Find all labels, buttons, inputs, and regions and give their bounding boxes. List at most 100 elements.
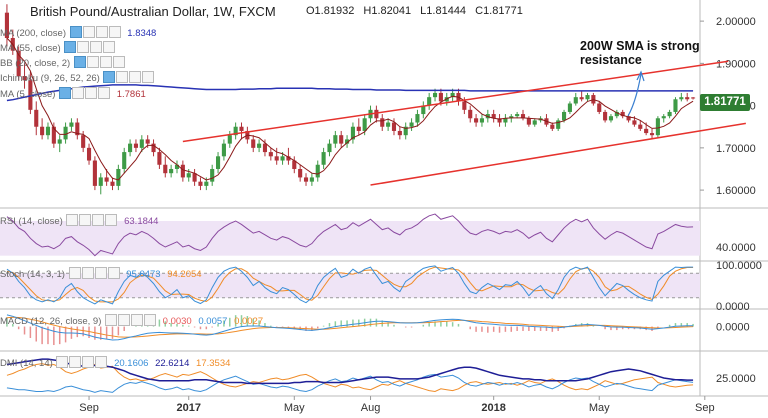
eye-icon[interactable] (68, 267, 81, 279)
candle-body (186, 173, 191, 178)
stoch-d-line (6, 266, 694, 303)
candle-body (380, 118, 385, 127)
indicator-stoch[interactable]: Stoch (14, 3, 1) 95.0473 94.2054 (0, 267, 202, 280)
eye-icon[interactable] (64, 41, 77, 53)
close-icon[interactable] (131, 314, 144, 326)
gear-icon[interactable] (72, 87, 85, 99)
candle-body (57, 139, 62, 144)
close-icon[interactable] (90, 41, 103, 53)
plus-icon[interactable] (103, 41, 116, 53)
plus-icon[interactable] (108, 26, 121, 38)
candle-body (561, 111, 567, 121)
candle-body (474, 118, 479, 123)
indicator-ma200[interactable]: MA (200, close) 1.8348 (0, 26, 156, 39)
indicator-rsi-name: RSI (14, close) (0, 216, 63, 227)
candle-body (251, 139, 256, 148)
eye-icon[interactable] (73, 56, 86, 68)
candle-body (649, 133, 655, 136)
indicator-bb[interactable]: BB (20, close, 2) (0, 56, 125, 69)
arrow-up-icon (627, 73, 642, 117)
plus-icon[interactable] (112, 56, 125, 68)
close-icon[interactable] (82, 356, 95, 368)
candle-body (210, 168, 215, 182)
ohlc-low: L1.81444 (420, 5, 467, 17)
chart-header: British Pound/Australian Dollar, 1W, FXC… (0, 0, 700, 20)
ohlc-readout: O1.81932 H1.82041 L1.81444 C1.81771 (306, 5, 529, 17)
eye-icon[interactable] (56, 356, 69, 368)
candle-body (356, 126, 361, 131)
indicator-rsi[interactable]: RSI (14, close) 63.1844 (0, 214, 158, 227)
price-tick-label: 1.70000 (716, 143, 756, 155)
indicator-ma200-name: MA (200, close) (0, 28, 66, 39)
candle-body (567, 103, 572, 112)
candle-body (75, 122, 80, 136)
indicator-stoch-d-value: 94.2054 (167, 269, 202, 280)
time-tick-label: Sep (695, 402, 715, 414)
channel-lower-line (370, 122, 746, 186)
arrowhead-icon (636, 70, 645, 82)
gear-icon[interactable] (116, 71, 129, 83)
rsi-band (0, 221, 700, 256)
close-icon[interactable] (129, 71, 142, 83)
candle-body (257, 143, 262, 148)
plus-icon[interactable] (95, 356, 108, 368)
indicator-dmi[interactable]: DMI (14, 14) 20.1606 22.6214 17.3534 (0, 356, 230, 369)
rsi-line (6, 213, 694, 257)
sma200-line (6, 84, 694, 102)
plus-icon[interactable] (107, 267, 120, 279)
candle-body (679, 97, 684, 100)
candle-body (40, 126, 45, 136)
gear-icon[interactable] (81, 267, 94, 279)
candle-body (286, 156, 291, 161)
eye-icon[interactable] (103, 71, 116, 83)
gear-icon[interactable] (86, 56, 99, 68)
indicator-ma5[interactable]: MA (5, close) 1.7861 (0, 87, 146, 100)
candle-body (415, 114, 420, 123)
candle-body (691, 97, 696, 99)
candle-body (579, 97, 584, 100)
eye-icon[interactable] (59, 87, 72, 99)
gear-icon[interactable] (79, 214, 92, 226)
candle-body (556, 120, 561, 129)
gear-icon[interactable] (118, 314, 131, 326)
annotation-line-1: 200W SMA is strong (580, 39, 700, 53)
candle-body (438, 92, 443, 102)
time-tick-label: May (589, 402, 610, 414)
indicator-ma55[interactable]: MA (55, close) (0, 41, 116, 54)
rsi-tick-label: 40.0000 (716, 242, 756, 254)
stoch-tick-label: 0.0000 (716, 301, 750, 313)
last-price-badge: 1.81771 (700, 94, 750, 111)
candle-body (280, 156, 285, 161)
gear-icon[interactable] (69, 356, 82, 368)
gear-icon[interactable] (77, 41, 90, 53)
channel-upper-line (182, 60, 729, 143)
candle-body (239, 126, 244, 131)
dmi-tick-label: 25.0000 (716, 373, 756, 385)
ma5-line (6, 37, 694, 181)
plus-icon[interactable] (144, 314, 157, 326)
close-icon[interactable] (95, 26, 108, 38)
candle-body (345, 139, 350, 144)
indicator-macd[interactable]: MACD (12, 26, close, 9) 0.0030 0.0057 0.… (0, 314, 263, 327)
candle-body (122, 152, 127, 169)
gear-icon[interactable] (82, 26, 95, 38)
close-icon[interactable] (94, 267, 107, 279)
close-icon[interactable] (85, 87, 98, 99)
candle-body (532, 120, 537, 125)
candle-body (315, 164, 320, 178)
eye-icon[interactable] (66, 214, 79, 226)
plus-icon[interactable] (105, 214, 118, 226)
plus-icon[interactable] (98, 87, 111, 99)
time-tick-label: 2018 (481, 402, 505, 414)
indicator-dmi-name: DMI (14, 14) (0, 358, 53, 369)
eye-icon[interactable] (69, 26, 82, 38)
indicator-ichimoku[interactable]: Ichimoku (9, 26, 52, 26) (0, 71, 155, 84)
close-icon[interactable] (92, 214, 105, 226)
eye-icon[interactable] (105, 314, 118, 326)
indicator-stoch-name: Stoch (14, 3, 1) (0, 269, 65, 280)
plus-icon[interactable] (142, 71, 155, 83)
close-icon[interactable] (99, 56, 112, 68)
time-tick-label: May (284, 402, 305, 414)
time-tick-label: 2017 (176, 402, 200, 414)
candle-body (550, 124, 555, 129)
